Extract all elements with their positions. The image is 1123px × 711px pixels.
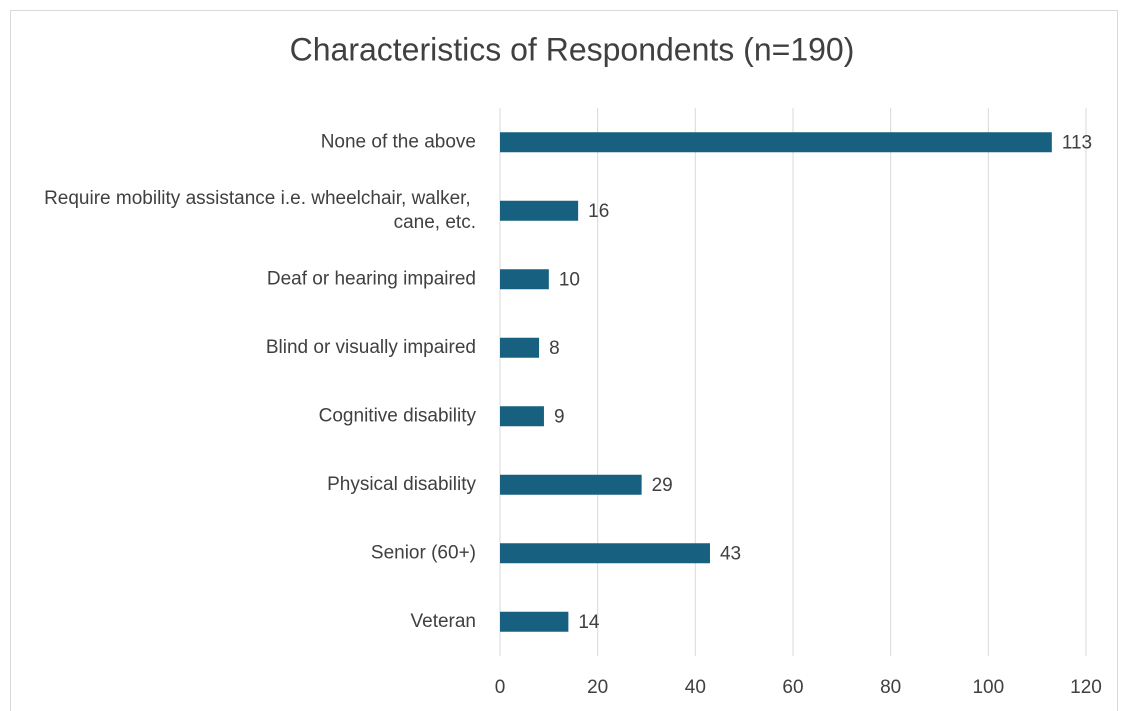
x-tick-label: 20 — [587, 677, 608, 698]
chart-title: Characteristics of Respondents (n=190) — [290, 31, 855, 67]
y-tick-label: Cognitive disability — [319, 405, 477, 426]
data-label: 43 — [720, 543, 741, 564]
data-label: 14 — [578, 612, 600, 633]
y-tick-label: None of the above — [321, 131, 476, 152]
chart-border — [10, 10, 1118, 711]
bar — [500, 406, 544, 427]
x-tick-label: 120 — [1070, 677, 1102, 698]
x-tick-label: 80 — [880, 677, 901, 698]
y-tick-label: Require mobility assistance i.e. wheelch… — [44, 188, 476, 233]
y-tick-label: Deaf or hearing impaired — [267, 268, 476, 289]
data-label: 29 — [652, 475, 673, 496]
x-tick-label: 100 — [972, 677, 1004, 698]
y-tick-label: Veteran — [411, 611, 477, 632]
y-tick-label: Senior (60+) — [371, 542, 476, 563]
bar — [500, 474, 642, 495]
bar — [500, 269, 549, 290]
bar — [500, 611, 569, 632]
data-label: 113 — [1062, 132, 1092, 153]
bar — [500, 200, 579, 221]
y-tick-label: Blind or visually impaired — [266, 337, 476, 358]
y-tick-label: Physical disability — [327, 474, 476, 495]
bar — [500, 543, 710, 564]
data-label: 16 — [588, 201, 609, 222]
x-tick-label: 60 — [782, 677, 803, 698]
data-label: 8 — [549, 338, 560, 359]
data-label: 9 — [554, 406, 565, 427]
data-label: 10 — [559, 269, 580, 290]
x-tick-label: 40 — [685, 677, 706, 698]
x-tick-label: 0 — [495, 677, 506, 698]
bar — [500, 132, 1052, 153]
bar — [500, 337, 540, 358]
